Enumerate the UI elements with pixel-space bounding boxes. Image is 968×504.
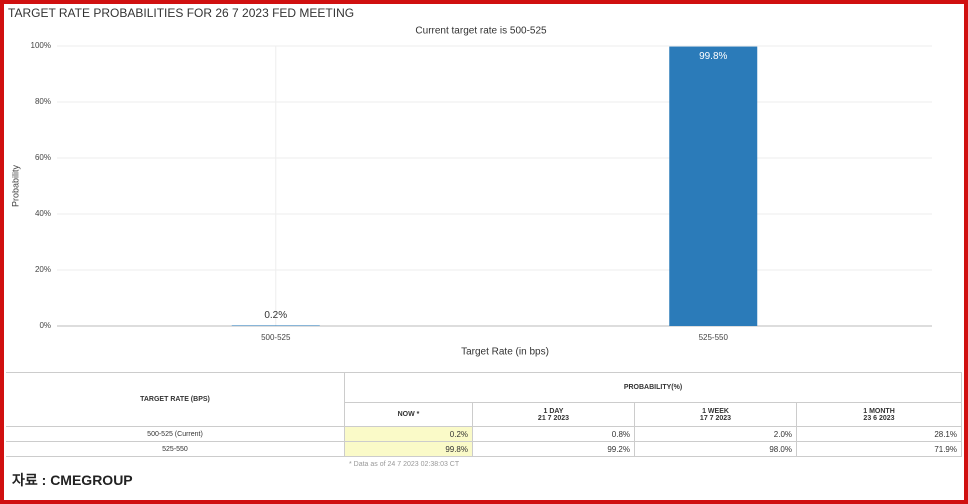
- y-axis-label: Probability: [10, 164, 20, 207]
- table-cell: 525-550: [6, 442, 345, 457]
- table-cell: 2.0%: [635, 427, 797, 442]
- cell-text: 71.9%: [934, 444, 957, 454]
- chart: TARGET RATE PROBABILITIES FOR 26 7 2023 …: [8, 6, 932, 358]
- table-cell: 98.0%: [635, 442, 797, 457]
- table-cell: 0.2%: [345, 427, 473, 442]
- x-tick-label: 500-525: [261, 333, 291, 342]
- table-cell: 71.9%: [797, 442, 962, 457]
- cell-text: NOW *: [397, 411, 420, 418]
- cell-text: 0.8%: [611, 429, 630, 439]
- cell-text: 1 MONTH: [863, 407, 895, 415]
- cell-text: PROBABILITY(%): [623, 384, 683, 391]
- table-cell: 0.8%: [473, 427, 635, 442]
- y-tick-label: 40%: [35, 209, 51, 218]
- x-tick-label: 525-550: [699, 333, 729, 342]
- y-tick-label: 80%: [35, 97, 51, 106]
- cell-text: * Data as of 24 7 2023 02:38:03 CT: [349, 460, 460, 468]
- chart-title: TARGET RATE PROBABILITIES FOR 26 7 2023 …: [8, 6, 354, 20]
- table-cell: 500-525 (Current): [6, 427, 345, 442]
- value-label: 0.2%: [264, 310, 287, 321]
- cell-text: 23 6 2023: [863, 414, 895, 422]
- table-cell: 99.2%: [473, 442, 635, 457]
- cell-text: 28.1%: [934, 429, 957, 439]
- header-cell: 1 MONTH 23 6 2023: [797, 403, 962, 427]
- y-tick-label: 20%: [35, 265, 51, 274]
- cell-text: 2.0%: [773, 429, 792, 439]
- footnote: * Data as of 24 7 2023 02:38:03 CT: [345, 457, 962, 471]
- header-cell: TARGET RATE (BPS): [6, 373, 345, 427]
- y-tick-label: 60%: [35, 153, 51, 162]
- x-axis-label: Target Rate (in bps): [461, 347, 549, 358]
- cell-text: 525-550: [162, 445, 188, 453]
- cell-text: 1 WEEK: [702, 407, 729, 415]
- header-cell: PROBABILITY(%): [345, 373, 962, 403]
- y-tick-label: 100%: [31, 41, 51, 50]
- header-cell: NOW *: [345, 403, 473, 427]
- header-cell: 1 DAY 21 7 2023: [473, 403, 635, 427]
- cell-text: 98.0%: [769, 444, 792, 454]
- header-cell: 1 WEEK 17 7 2023: [635, 403, 797, 427]
- value-label: 99.8%: [699, 51, 727, 62]
- cell-text: 500-525 (Current): [147, 430, 203, 438]
- cell-text: 21 7 2023: [537, 414, 570, 422]
- table-cell: 99.8%: [345, 442, 473, 457]
- cell-text: 99.8%: [445, 444, 468, 454]
- cell-text: 17 7 2023: [699, 414, 732, 422]
- table-cell: 28.1%: [797, 427, 962, 442]
- y-tick-label: 0%: [39, 321, 51, 330]
- bar: [669, 46, 758, 327]
- cell-text: 0.2%: [449, 429, 468, 439]
- cell-text: 1 DAY: [543, 407, 564, 415]
- bar: [231, 325, 320, 326]
- cell-text: TARGET RATE (BPS): [140, 396, 210, 403]
- source: 자료 : CMEGROUP: [12, 472, 133, 488]
- probability-table: TARGET RATE (BPS) PROBABILITY(%) NOW * 1 DA…: [6, 372, 962, 473]
- cell-text: 99.2%: [607, 444, 630, 454]
- chart-subtitle: Current target rate is 500-525: [415, 26, 547, 37]
